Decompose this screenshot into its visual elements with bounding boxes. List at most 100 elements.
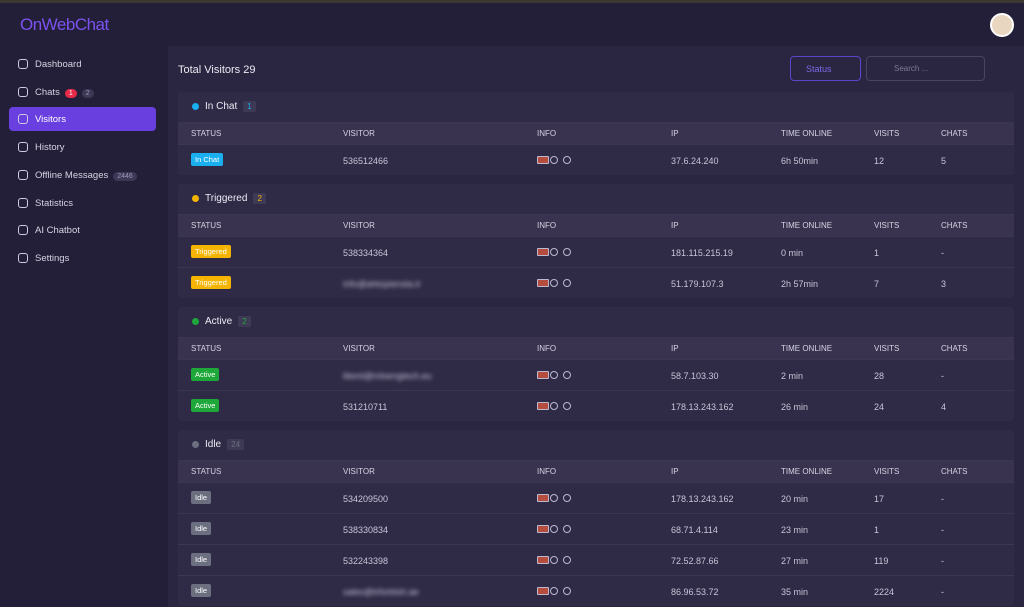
info-icon <box>563 556 571 564</box>
top-bar: OnWebChat <box>0 0 1024 46</box>
column-label: CHATS <box>941 221 968 230</box>
info-icon <box>550 402 558 410</box>
visitor-row[interactable]: Idle 538330834 68.71.4.114 23 min 1 - <box>178 513 1014 544</box>
time-online: 2h 57min <box>781 279 819 289</box>
column-label: INFO <box>537 129 557 138</box>
visitor-row[interactable]: Idle sales@trforbtsh.ae 86.96.53.72 35 min 2… <box>178 575 1014 606</box>
status-tag: Idle <box>191 491 212 504</box>
status-dot <box>192 195 199 202</box>
info-icon <box>537 402 549 410</box>
nav-icon <box>18 86 28 97</box>
column-label: VISITS <box>874 344 900 353</box>
section-header[interactable]: Idle 24 <box>178 430 1014 460</box>
info-icon <box>563 587 571 595</box>
status-tag: Active <box>191 368 220 381</box>
status-tag: Triggered <box>191 276 231 289</box>
visitor-id: 538330834 <box>343 525 389 535</box>
column-label: TIME ONLINE <box>781 129 833 138</box>
nav-item[interactable]: History <box>9 135 156 159</box>
nav-label: Dashboard <box>35 59 82 70</box>
visitor-row[interactable]: Active 531210711 178.13.243.162 26 min 24 4 <box>178 390 1014 421</box>
chats: - <box>941 494 944 504</box>
status-button[interactable]: Status <box>790 56 861 81</box>
ip: 51.179.107.3 <box>671 279 724 289</box>
brand[interactable]: OnWebChat <box>20 15 109 34</box>
nav-label: AI Chatbot <box>35 225 80 237</box>
section-header[interactable]: Triggered 2 <box>178 184 1014 214</box>
column-label: TIME ONLINE <box>781 344 833 353</box>
nav-icon <box>18 114 28 125</box>
nav-icon <box>18 169 28 180</box>
column-label: VISITS <box>874 467 900 476</box>
time-online: 6h 50min <box>781 156 819 166</box>
info-icon <box>563 494 571 502</box>
chats: 5 <box>941 156 947 166</box>
section-count: 1 <box>243 101 256 112</box>
visitor-row[interactable]: Idle 532243398 72.52.87.66 27 min 119 - <box>178 544 1014 575</box>
visitor-row[interactable]: Triggered 538334364 181.115.215.19 0 min 1 - <box>178 236 1014 267</box>
section-header[interactable]: In Chat 1 <box>178 92 1014 122</box>
time-online: 20 min <box>781 494 809 504</box>
column-label: STATUS <box>191 221 222 230</box>
info-icon <box>563 371 571 379</box>
visitor-id: lilemt@mlsengtech.eu <box>343 371 432 381</box>
visitor-id: 531210711 <box>343 402 388 412</box>
visits: 1 <box>874 248 880 258</box>
column-label: CHATS <box>941 129 968 138</box>
visitor-id: 532243398 <box>343 556 389 566</box>
time-online: 35 min <box>781 587 809 597</box>
time-online: 0 min <box>781 248 804 258</box>
chats: - <box>941 556 944 566</box>
chats: 4 <box>941 402 947 412</box>
info-icon <box>537 587 549 595</box>
nav-item[interactable]: AI Chatbot <box>9 218 156 242</box>
column-header: STATUS VISITOR INFO IP TIME ONLINE VISITS CHAT… <box>178 460 1014 482</box>
section-panel: Triggered 2 STATUS VISITOR INFO IP TIME ONLINE… <box>178 184 1014 298</box>
badge: 1 <box>64 88 77 98</box>
visits: 2224 <box>874 587 895 597</box>
avatar[interactable] <box>990 13 1014 37</box>
nav-item[interactable]: Chats 1 2 <box>9 80 156 104</box>
status-dot <box>192 318 199 325</box>
nav-item[interactable]: Offline Messages 2446 <box>9 163 156 187</box>
chats: - <box>941 248 944 258</box>
column-header: STATUS VISITOR INFO IP TIME ONLINE VISITS CHAT… <box>178 337 1014 359</box>
column-label: IP <box>671 221 679 230</box>
visitor-row[interactable]: Triggered info@ahtopiensta.it 51.179.107.3… <box>178 267 1014 298</box>
ip: 178.13.243.162 <box>671 402 734 412</box>
info-icon <box>537 556 549 564</box>
section-header[interactable]: Active 2 <box>178 307 1014 337</box>
nav-label: Offline Messages <box>35 169 109 181</box>
visitor-row[interactable]: Idle 534209500 178.13.243.162 20 min 17 - <box>178 482 1014 513</box>
visits: 28 <box>874 371 885 381</box>
visitor-id: 536512466 <box>343 156 389 166</box>
visits: 119 <box>874 556 889 566</box>
chats: - <box>941 587 944 597</box>
ip: 72.52.87.66 <box>671 556 719 566</box>
nav-item[interactable]: Settings <box>9 246 156 270</box>
nav-icon <box>18 252 28 263</box>
column-label: VISITS <box>874 129 900 138</box>
column-label: STATUS <box>191 344 222 353</box>
column-label: IP <box>671 344 679 353</box>
ip: 68.71.4.114 <box>671 525 718 535</box>
info-icon <box>550 587 558 595</box>
visitor-row[interactable]: In Chat 536512466 37.6.24.240 6h 50min 12 5 <box>178 144 1014 175</box>
nav-item[interactable]: Visitors <box>9 107 156 132</box>
column-label: VISITS <box>874 221 900 230</box>
column-label: CHATS <box>941 344 968 353</box>
visits: 7 <box>874 279 880 289</box>
chats: 3 <box>941 279 947 289</box>
nav-item[interactable]: Statistics <box>9 191 156 215</box>
nav-item[interactable]: Dashboard <box>9 52 156 76</box>
info-icon <box>537 494 549 502</box>
visitor-row[interactable]: Active lilemt@mlsengtech.eu 58.7.103.30 2 m… <box>178 359 1014 390</box>
info-icon <box>550 494 558 502</box>
column-header: STATUS VISITOR INFO IP TIME ONLINE VISITS CHAT… <box>178 122 1014 144</box>
search-input[interactable]: Search ... <box>866 56 985 81</box>
nav-label: Settings <box>35 252 70 264</box>
section-panel: In Chat 1 STATUS VISITOR INFO IP TIME ONLINE VI… <box>178 92 1014 175</box>
info-icon <box>537 525 549 533</box>
info-icon <box>537 156 549 164</box>
nav-icon <box>18 59 28 69</box>
